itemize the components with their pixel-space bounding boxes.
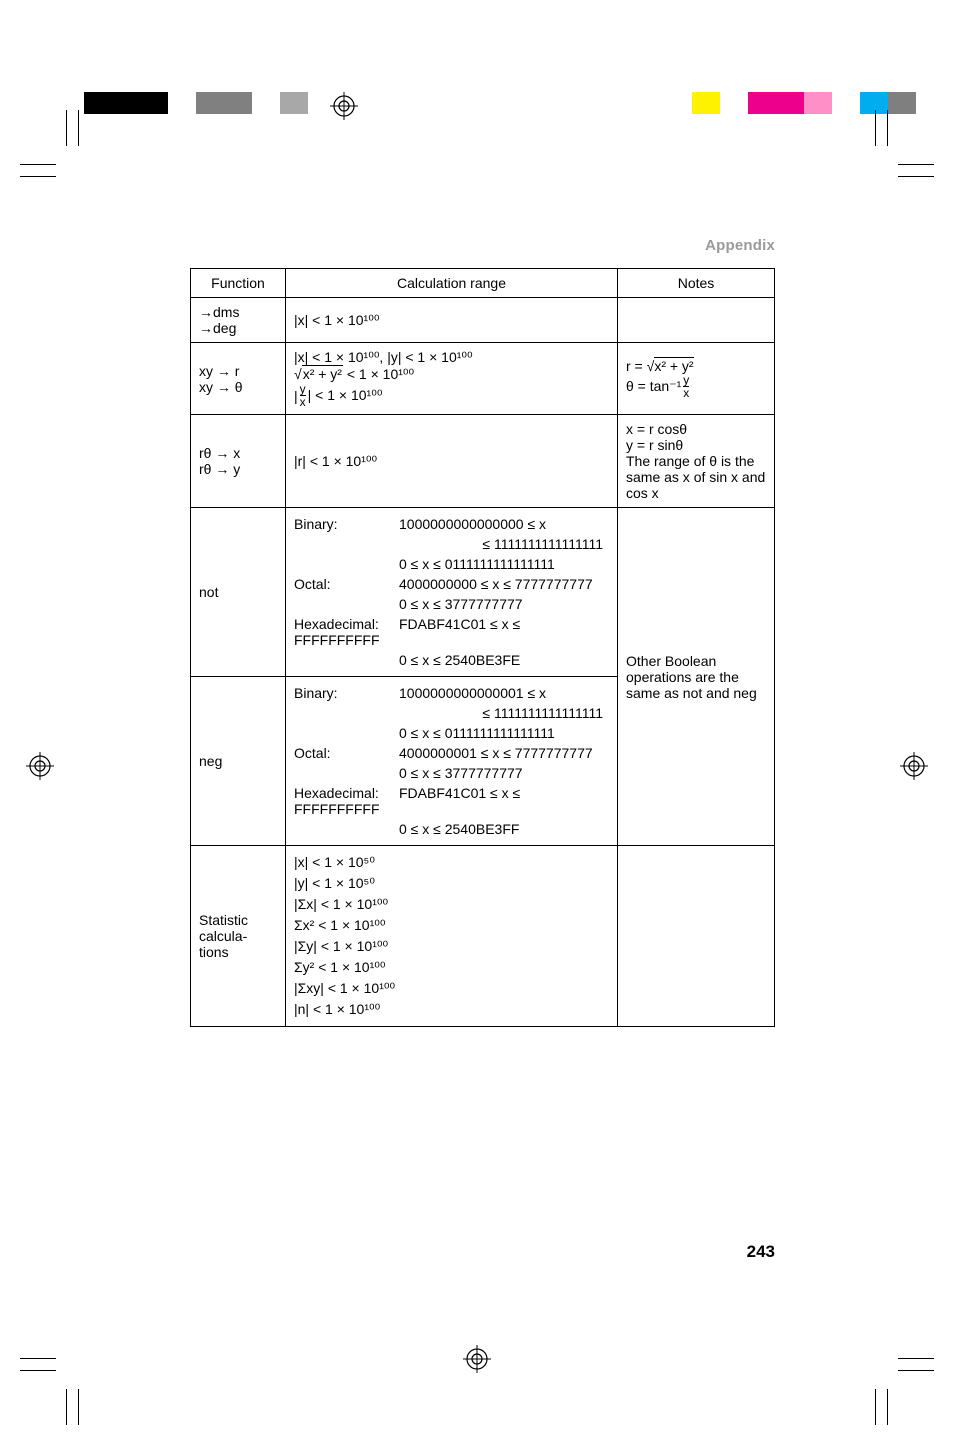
colorbar-row	[0, 92, 954, 114]
fn-stat: Statistic calcula-tions	[191, 846, 286, 1027]
page-number: 243	[747, 1242, 775, 1262]
th-notes: Notes	[618, 269, 775, 298]
fn-dms-deg: →dms →deg	[191, 298, 286, 343]
colorbar-right	[692, 92, 916, 114]
th-function: Function	[191, 269, 286, 298]
range-neg: Binary:1000000000000001 ≤ x ≤ 1111111111…	[286, 677, 618, 846]
th-range: Calculation range	[286, 269, 618, 298]
range-stat: |x| < 1 × 10⁵⁰ |y| < 1 × 10⁵⁰ |Σx| < 1 ×…	[286, 846, 618, 1027]
notes-rtheta: x = r cosθ y = r sinθ The range of θ is …	[618, 415, 775, 508]
calc-range-table: Function Calculation range Notes →dms →d…	[190, 268, 775, 1027]
notes-xy: r = √x² + y² θ = tan⁻¹ y x	[618, 343, 775, 415]
page-header: Appendix	[190, 237, 775, 254]
registration-mark-left	[26, 752, 54, 780]
notes-stat	[618, 846, 775, 1027]
fn-rtheta: rθ → x rθ → y	[191, 415, 286, 508]
colorbar-left	[84, 92, 308, 114]
fn-not: not	[191, 508, 286, 677]
fn-neg: neg	[191, 677, 286, 846]
range-not: Binary:1000000000000000 ≤ x ≤ 1111111111…	[286, 508, 618, 677]
notes-boolean: Other Boolean operations are the same as…	[618, 508, 775, 846]
registration-mark-top	[330, 92, 358, 120]
notes-dms	[618, 298, 775, 343]
page-content: Appendix Function Calculation range Note…	[190, 237, 775, 1027]
range-rtheta: |r| < 1 × 10¹⁰⁰	[286, 415, 618, 508]
registration-mark-bottom	[463, 1345, 491, 1373]
fn-xy: xy → r xy → θ	[191, 343, 286, 415]
range-xy: |x| < 1 × 10¹⁰⁰, |y| < 1 × 10¹⁰⁰ √x² + y…	[286, 343, 618, 415]
registration-mark-right	[900, 752, 928, 780]
range-dms: |x| < 1 × 10¹⁰⁰	[286, 298, 618, 343]
